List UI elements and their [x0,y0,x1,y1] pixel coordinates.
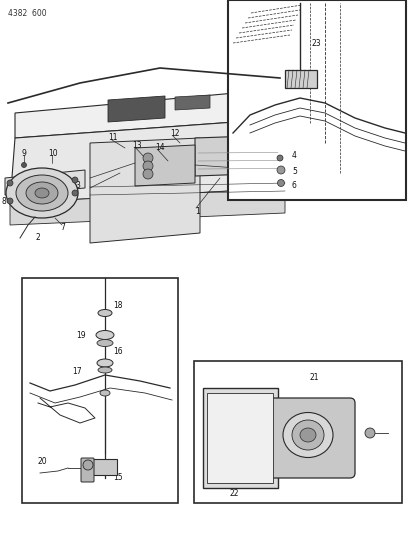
FancyBboxPatch shape [265,398,355,478]
Circle shape [365,428,375,438]
Text: 17: 17 [72,367,82,376]
Polygon shape [5,170,85,195]
Text: 7: 7 [60,223,65,232]
Polygon shape [135,145,195,186]
Text: 9: 9 [22,149,27,157]
Circle shape [143,153,153,163]
Text: 18: 18 [113,301,122,310]
Bar [228,0,406,200]
Text: 22: 22 [230,489,239,497]
Ellipse shape [16,175,68,211]
Text: 8: 8 [2,197,7,206]
Text: 4: 4 [292,150,297,159]
Circle shape [277,180,284,187]
Ellipse shape [100,390,110,396]
Text: 19: 19 [76,330,86,340]
Circle shape [277,166,285,174]
Circle shape [22,163,27,167]
Ellipse shape [97,359,113,367]
Circle shape [72,177,78,183]
Polygon shape [90,138,200,243]
Text: 6: 6 [292,182,297,190]
Bar [22,278,178,503]
Polygon shape [15,88,290,138]
Text: 15: 15 [113,473,123,482]
Circle shape [7,198,13,204]
Text: 2: 2 [35,233,40,243]
Text: 10: 10 [48,149,58,157]
Ellipse shape [283,413,333,457]
Bar [207,393,273,483]
Text: 1: 1 [195,206,200,215]
Polygon shape [10,118,290,203]
Text: 3: 3 [75,181,80,190]
Bar [93,459,117,475]
Text: 12: 12 [170,128,180,138]
Polygon shape [10,188,285,225]
Ellipse shape [6,168,78,218]
Text: 14: 14 [155,143,164,152]
FancyBboxPatch shape [81,458,94,482]
Ellipse shape [98,367,112,373]
Circle shape [83,460,93,470]
Circle shape [7,180,13,186]
Bar [285,70,317,88]
Polygon shape [108,96,165,122]
Ellipse shape [96,330,114,340]
Bar [203,388,278,488]
Text: 4382  600: 4382 600 [8,9,47,18]
Text: 13: 13 [132,141,142,149]
Circle shape [143,169,153,179]
Polygon shape [195,135,280,176]
Ellipse shape [98,310,112,317]
Text: 5: 5 [292,166,297,175]
Ellipse shape [97,340,113,346]
Text: 20: 20 [38,456,48,465]
Text: 23: 23 [312,38,322,47]
Text: 21: 21 [310,374,319,383]
Ellipse shape [292,420,324,450]
Ellipse shape [300,428,316,442]
Circle shape [143,161,153,171]
Text: 16: 16 [113,346,123,356]
Polygon shape [175,95,210,110]
Text: 11: 11 [108,133,118,142]
Ellipse shape [35,188,49,198]
Ellipse shape [26,182,58,204]
Circle shape [277,155,283,161]
Circle shape [72,190,78,196]
Bar [194,361,402,503]
